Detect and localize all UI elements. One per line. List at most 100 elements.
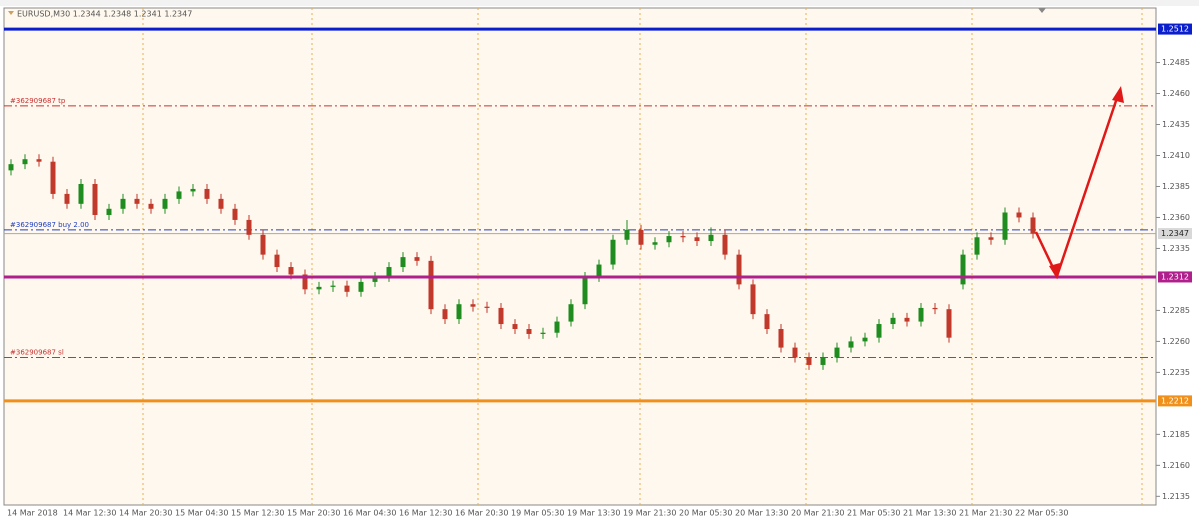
y-tick-label: 1.2460 [1162, 89, 1190, 98]
y-tick-label: 1.2360 [1162, 213, 1190, 222]
candle-body [750, 284, 756, 315]
candle-body [176, 191, 182, 199]
candle-body [974, 237, 980, 255]
candle-body [358, 281, 364, 292]
level-box [1158, 395, 1192, 407]
candle-body [694, 237, 700, 242]
candle-body [120, 198, 126, 209]
candle-body [470, 304, 476, 307]
candle-body [1030, 217, 1036, 234]
candle-body [330, 285, 336, 287]
candle-body [764, 314, 770, 330]
toolbar-strip [0, 0, 1199, 6]
y-tick-label: 1.2485 [1162, 58, 1190, 67]
candle-body [708, 234, 714, 242]
candle-body [918, 307, 924, 322]
x-tick-label: 19 Mar 21:30 [623, 509, 676, 518]
candle-body [274, 254, 280, 268]
y-tick-label: 1.2260 [1162, 337, 1190, 346]
candle-body [218, 198, 224, 209]
candle-body [64, 193, 70, 204]
level-label: 1.2212 [1161, 396, 1189, 405]
current-price-label: 1.2347 [1161, 229, 1189, 238]
y-tick-label: 1.2235 [1162, 368, 1190, 377]
candle-body [820, 357, 826, 365]
y-tick-label: 1.2335 [1162, 244, 1190, 253]
x-tick-label: 20 Mar 21:30 [791, 509, 844, 518]
order-label: #362909687 sl [10, 349, 64, 357]
x-tick-label: 16 Mar 20:30 [455, 509, 508, 518]
candle-body [596, 264, 602, 277]
x-tick-label: 21 Mar 13:30 [903, 509, 956, 518]
shift-marker [1038, 8, 1046, 13]
candle-body [386, 267, 392, 277]
candle-body [666, 236, 672, 243]
candle-body [204, 188, 210, 199]
arrow-head [1112, 86, 1124, 103]
candle-body [232, 208, 238, 220]
candle-body [344, 285, 350, 292]
level-box [1158, 23, 1192, 35]
x-tick-label: 16 Mar 12:30 [399, 509, 452, 518]
candle-body [792, 347, 798, 358]
current-price-box [1158, 228, 1192, 240]
candle-body [568, 304, 574, 322]
x-tick-label: 20 Mar 05:30 [679, 509, 732, 518]
y-tick-label: 1.2135 [1162, 492, 1190, 501]
candle-body [960, 254, 966, 285]
x-tick-label: 21 Mar 21:30 [959, 509, 1012, 518]
x-tick-label: 21 Mar 05:30 [847, 509, 900, 518]
candle-body [778, 329, 784, 348]
x-tick-label: 14 Mar 20:30 [119, 509, 172, 518]
candle-body [834, 347, 840, 358]
y-tick-label: 1.2385 [1162, 182, 1190, 191]
candle-body [456, 304, 462, 320]
candle-body [22, 159, 28, 165]
candle-body [162, 198, 168, 209]
candle-body [302, 274, 308, 290]
plot-area [3, 7, 1157, 506]
candle-body [988, 237, 994, 240]
candle-body [36, 159, 42, 162]
candle-body [50, 161, 56, 194]
candle-body [540, 332, 546, 334]
candle-body [722, 234, 728, 255]
candle-body [904, 317, 910, 322]
candle-body [848, 341, 854, 348]
candle-body [1016, 212, 1022, 218]
candle-body [246, 219, 252, 235]
candle-body [1002, 212, 1008, 240]
candle-body [442, 309, 448, 320]
candle-body [638, 229, 644, 245]
y-tick-label: 1.2435 [1162, 120, 1190, 129]
header-icon [8, 11, 14, 15]
x-tick-label: 19 Mar 05:30 [511, 509, 564, 518]
y-tick-label: 1.2410 [1162, 151, 1190, 160]
chart-title: EURUSD,M30 1.2344 1.2348 1.2341 1.2347 [17, 10, 192, 19]
candle-body [876, 324, 882, 338]
candle-body [582, 276, 588, 305]
candle-body [484, 306, 490, 308]
candle-body [806, 357, 812, 365]
candle-body [316, 286, 322, 290]
x-tick-label: 20 Mar 13:30 [735, 509, 788, 518]
y-tick-label: 1.2285 [1162, 306, 1190, 315]
y-tick-label: 1.2185 [1162, 430, 1190, 439]
x-tick-label: 16 Mar 04:30 [343, 509, 396, 518]
level-label: 1.2312 [1161, 272, 1189, 281]
candle-body [862, 337, 868, 342]
candle-body [932, 307, 938, 310]
candle-body [554, 321, 560, 333]
candle-body [624, 229, 630, 240]
candle-body [106, 208, 112, 215]
candle-body [428, 260, 434, 310]
x-tick-label: 19 Mar 13:30 [567, 509, 620, 518]
candle-body [652, 242, 658, 245]
candle-body [736, 254, 742, 285]
candle-body [260, 234, 266, 255]
candle-body [414, 257, 420, 261]
x-tick-label: 14 Mar 2018 [7, 509, 58, 518]
candle-body [372, 276, 378, 282]
marks [4, 27, 1156, 403]
